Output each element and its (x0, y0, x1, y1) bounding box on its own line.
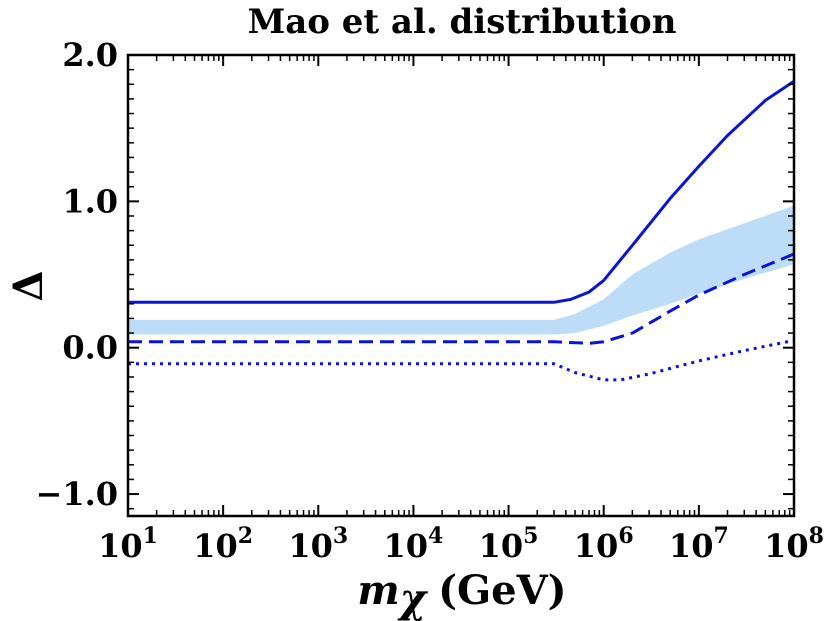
x-tick-label: 106 (574, 523, 634, 565)
x-tick-label-base: 10 (669, 527, 714, 565)
x-tick-label: 108 (764, 523, 824, 565)
x-tick-label-exponent: 4 (428, 523, 443, 549)
chart-title: Mao et al. distribution (248, 2, 677, 42)
x-tick-label-base: 10 (193, 527, 238, 565)
x-tick-label: 104 (384, 523, 444, 565)
x-tick-label-base: 10 (98, 527, 143, 565)
x-tick-label-base: 10 (574, 527, 619, 565)
y-tick-label: −1.0 (36, 475, 118, 513)
y-axis-label: Δ (5, 270, 52, 301)
x-tick-label: 102 (193, 523, 253, 565)
series-line-solid (128, 80, 795, 304)
x-tick-label-exponent: 7 (713, 523, 728, 549)
x-tick-label-exponent: 1 (143, 523, 158, 549)
x-tick-label-exponent: 6 (618, 523, 633, 549)
x-axis-label-unit: (GeV) (438, 567, 567, 614)
x-tick-label-exponent: 5 (523, 523, 538, 549)
x-tick-label-base: 10 (384, 527, 429, 565)
plot-area (128, 80, 795, 382)
x-axis-label-symbol: m (357, 567, 399, 614)
x-tick-label-base: 10 (479, 527, 524, 565)
x-tick-label-exponent: 3 (333, 523, 348, 549)
x-tick-label: 103 (288, 523, 348, 565)
x-tick-label: 105 (479, 523, 539, 565)
y-tick-label: 1.0 (62, 182, 118, 220)
x-axis-label-subscript: χ (397, 575, 429, 621)
x-tick-label-base: 10 (288, 527, 333, 565)
x-tick-label-base: 10 (764, 527, 809, 565)
x-tick-label: 107 (669, 523, 729, 565)
y-tick-label: 0.0 (62, 329, 118, 367)
uncertainty-band (128, 205, 794, 335)
y-tick-label: 2.0 (62, 36, 118, 74)
x-tick-label: 101 (98, 523, 158, 565)
x-tick-label-exponent: 8 (809, 523, 824, 549)
axes-frame (126, 53, 796, 518)
x-tick-label-exponent: 2 (238, 523, 253, 549)
series-line-dashed (128, 252, 795, 345)
series-line-dotted (128, 338, 795, 382)
x-axis-label: mχ (GeV) (357, 567, 566, 621)
